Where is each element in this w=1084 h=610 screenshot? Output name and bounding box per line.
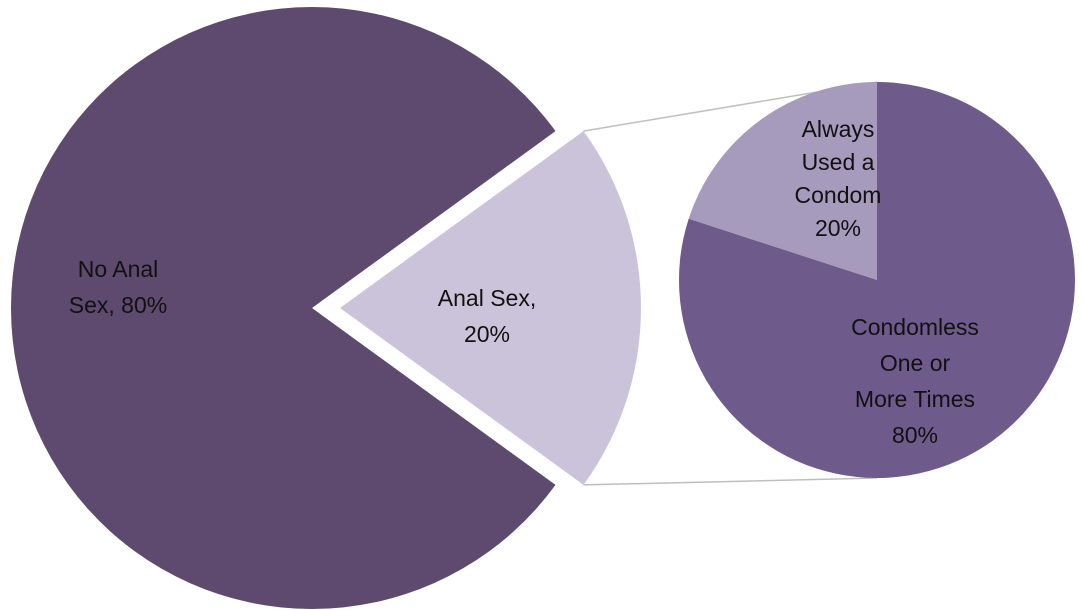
main-slice-anal-sex [340,131,641,485]
connector-line-bottom [583,477,878,486]
main-pie [10,7,641,610]
label-anal-sex: Anal Sex, 20% [438,285,536,347]
label-condomless: Condomless One or More Times 80% [851,314,979,448]
secondary-slice-always-used-a-condom [688,82,877,280]
main-slice-no-anal-sex [10,7,556,610]
label-no-anal-sex: No Anal Sex, 80% [69,256,167,318]
secondary-pie [678,82,1075,478]
label-always-used-condom: Always Used a Condom 20% [795,116,882,241]
secondary-slice-condomless-one-or-more-times [678,82,1075,478]
